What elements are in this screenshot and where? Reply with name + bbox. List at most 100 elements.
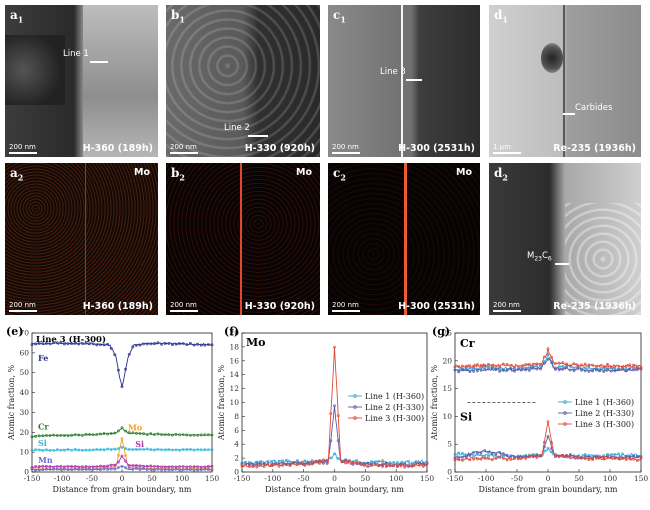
data-point	[131, 431, 135, 435]
x-tick-label: -100	[54, 474, 71, 483]
data-point	[468, 454, 472, 457]
data-point	[373, 462, 377, 466]
data-point	[576, 455, 580, 458]
y-tick-label: 70	[19, 329, 29, 338]
data-point	[498, 450, 502, 454]
data-point	[240, 464, 244, 468]
data-point	[395, 464, 399, 467]
data-point	[145, 464, 149, 468]
series-label-mo: Mo	[128, 422, 143, 432]
data-point	[37, 341, 41, 345]
series-line	[454, 348, 642, 369]
data-point	[333, 345, 336, 349]
y-tick-label: 8	[234, 412, 239, 421]
data-point	[624, 455, 628, 459]
data-point	[142, 432, 146, 436]
annotation-m23c6: M23C6	[527, 251, 552, 263]
data-point	[479, 451, 483, 455]
data-point	[583, 366, 587, 370]
x-tick-label: 50	[147, 474, 157, 483]
micrograph-c1: c1 Line 3 200 nm H-300 (2531h)	[328, 5, 480, 157]
data-point	[163, 448, 167, 452]
micrograph-a1: a1 Line 1 200 nm H-360 (189h)	[5, 5, 158, 157]
data-point	[580, 363, 583, 367]
series-line	[241, 453, 428, 466]
data-point	[528, 368, 531, 372]
data-point	[475, 450, 479, 454]
data-point	[568, 364, 572, 368]
data-point	[587, 458, 591, 462]
data-point	[542, 440, 546, 444]
data-point	[546, 435, 550, 438]
data-point	[546, 357, 550, 361]
data-point	[170, 433, 174, 437]
data-point	[247, 460, 251, 464]
data-point	[113, 431, 117, 435]
x-tick-label: 0	[120, 474, 125, 483]
data-point	[501, 456, 505, 460]
data-point	[124, 466, 128, 470]
data-point	[131, 345, 135, 349]
data-point	[178, 448, 182, 452]
data-point	[494, 452, 498, 456]
data-point	[516, 367, 520, 371]
data-point	[188, 465, 192, 468]
data-point	[464, 454, 468, 458]
x-tick-label: 150	[634, 474, 649, 483]
data-point	[370, 464, 373, 467]
data-point	[598, 364, 602, 368]
data-point	[77, 448, 81, 452]
data-point	[203, 467, 207, 471]
data-point	[174, 448, 178, 452]
data-point	[59, 434, 63, 437]
data-point	[88, 467, 92, 471]
data-point	[81, 467, 84, 471]
data-point	[501, 362, 505, 366]
data-point	[613, 369, 617, 373]
data-point	[520, 368, 524, 372]
data-point	[77, 342, 81, 346]
data-point	[70, 433, 74, 437]
data-point	[358, 461, 362, 465]
data-point	[106, 467, 110, 471]
data-point	[48, 448, 52, 452]
data-point	[152, 468, 156, 472]
data-point	[299, 462, 303, 465]
data-point	[52, 433, 56, 437]
data-point	[505, 458, 509, 462]
data-point	[138, 343, 142, 347]
data-point	[377, 464, 381, 467]
data-point	[399, 464, 403, 468]
data-point	[163, 342, 167, 345]
sample-label-a2: H-360 (189h)	[82, 301, 153, 312]
y-tick-label: 25	[442, 329, 452, 338]
data-point	[325, 459, 329, 463]
x-tick-label: -50	[511, 474, 523, 483]
data-point	[598, 455, 602, 459]
data-point	[285, 463, 288, 467]
chart-subtitle-g: Si	[460, 410, 472, 423]
data-point	[30, 435, 34, 439]
x-tick-label: 50	[574, 474, 584, 483]
data-point	[52, 467, 56, 471]
y-tick-label: 6	[234, 426, 239, 435]
data-point	[45, 342, 48, 345]
annotation-carbides: Carbides	[575, 103, 613, 113]
x-tick-label: 150	[205, 474, 220, 483]
series-line	[241, 347, 428, 469]
data-point	[45, 464, 48, 468]
series-label-si: Si	[38, 438, 47, 448]
data-point	[203, 433, 207, 437]
data-point	[384, 465, 388, 468]
panel-label-f: (f)	[224, 325, 239, 338]
data-point	[203, 343, 207, 347]
data-point	[66, 448, 70, 451]
data-point	[475, 369, 479, 373]
panel-label-e: (e)	[6, 325, 23, 338]
data-point	[188, 448, 192, 451]
data-point	[613, 453, 617, 456]
data-point	[483, 367, 487, 371]
data-point	[583, 455, 587, 459]
data-point	[81, 433, 84, 437]
data-point	[192, 465, 196, 468]
